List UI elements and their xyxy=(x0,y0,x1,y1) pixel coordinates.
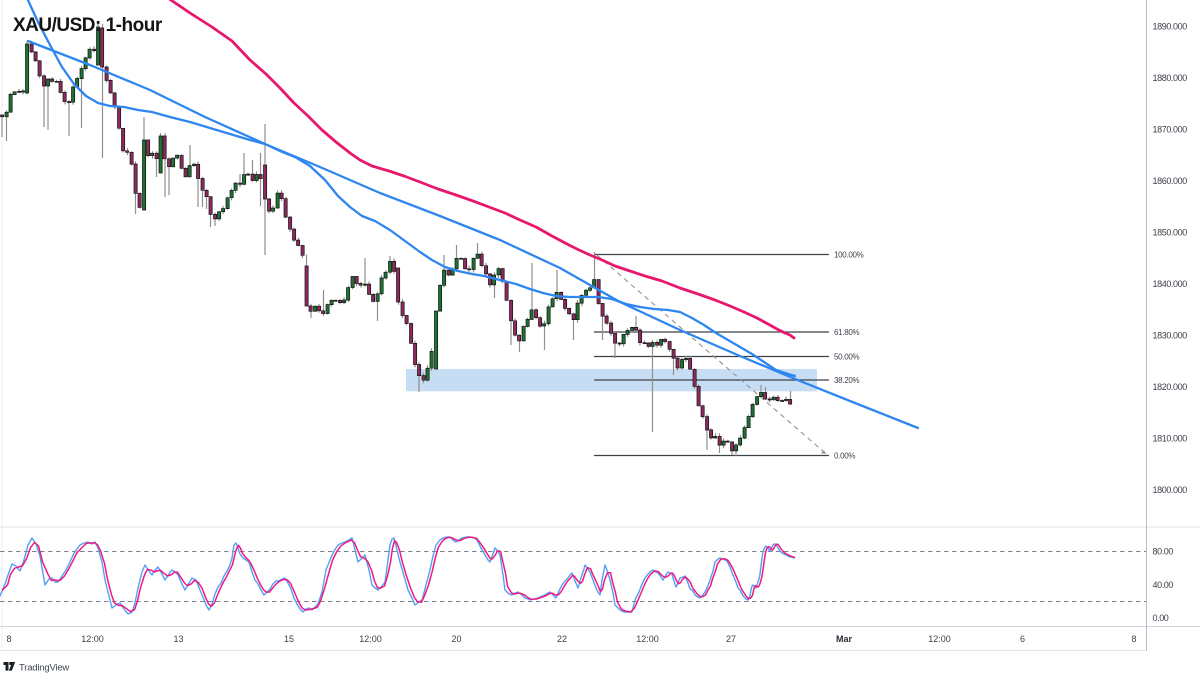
svg-text:1850.000: 1850.000 xyxy=(1153,228,1188,238)
svg-text:12:00: 12:00 xyxy=(81,634,104,644)
svg-text:1820.000: 1820.000 xyxy=(1153,382,1188,392)
svg-text:80.00: 80.00 xyxy=(1153,546,1174,556)
svg-text:8: 8 xyxy=(1131,634,1136,644)
svg-text:Mar: Mar xyxy=(836,634,853,644)
svg-text:TradingView: TradingView xyxy=(19,663,69,674)
svg-text:27: 27 xyxy=(726,634,736,644)
svg-text:6: 6 xyxy=(1020,634,1025,644)
svg-text:40.00: 40.00 xyxy=(1153,580,1174,590)
svg-text:0.00: 0.00 xyxy=(1153,613,1169,623)
svg-text:1800.000: 1800.000 xyxy=(1153,485,1188,495)
svg-text:1840.000: 1840.000 xyxy=(1153,279,1188,289)
svg-text:50.00%: 50.00% xyxy=(834,352,860,361)
svg-text:12:00: 12:00 xyxy=(636,634,659,644)
svg-text:1830.000: 1830.000 xyxy=(1153,331,1188,341)
svg-text:20: 20 xyxy=(451,634,461,644)
svg-text:61.80%: 61.80% xyxy=(834,328,860,337)
svg-text:12:00: 12:00 xyxy=(359,634,382,644)
svg-text:XAU/USD: 1-hour: XAU/USD: 1-hour xyxy=(13,15,163,36)
svg-text:12:00: 12:00 xyxy=(928,634,951,644)
svg-text:1870.000: 1870.000 xyxy=(1153,125,1188,135)
svg-text:22: 22 xyxy=(557,634,567,644)
svg-text:1890.000: 1890.000 xyxy=(1153,22,1188,32)
svg-text:1880.000: 1880.000 xyxy=(1153,73,1188,83)
svg-text:1860.000: 1860.000 xyxy=(1153,176,1188,186)
svg-text:15: 15 xyxy=(284,634,294,644)
svg-text:1810.000: 1810.000 xyxy=(1153,434,1188,444)
svg-text:38.20%: 38.20% xyxy=(834,376,860,385)
svg-text:0.00%: 0.00% xyxy=(834,451,855,460)
svg-text:100.00%: 100.00% xyxy=(834,250,864,259)
svg-text:13: 13 xyxy=(173,634,183,644)
svg-text:8: 8 xyxy=(6,634,11,644)
